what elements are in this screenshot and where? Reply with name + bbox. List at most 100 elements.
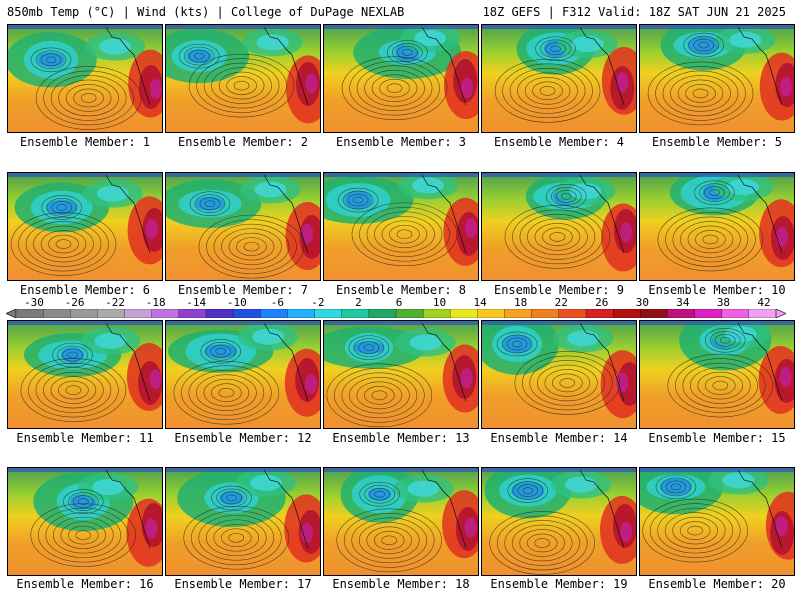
coastline bbox=[263, 322, 309, 402]
colorbar-tick-label: 14 bbox=[473, 296, 487, 309]
coastline bbox=[579, 322, 625, 402]
colorbar-tick-label: 42 bbox=[757, 296, 771, 309]
coastline bbox=[579, 174, 625, 254]
ensemble-member-label: Ensemble Member: 16 bbox=[16, 577, 154, 591]
ensemble-member-map bbox=[323, 320, 479, 429]
ensemble-member-map bbox=[165, 172, 321, 281]
ensemble-member-label: Ensemble Member: 1 bbox=[19, 135, 151, 149]
coastline bbox=[105, 469, 151, 549]
coastline bbox=[737, 469, 783, 549]
coastline bbox=[263, 26, 309, 106]
ensemble-member-label: Ensemble Member: 11 bbox=[16, 431, 154, 445]
colorbar-segment bbox=[260, 309, 288, 318]
colorbar-tick-label: -14 bbox=[186, 296, 207, 309]
colorbar-tick-label: -22 bbox=[105, 296, 126, 309]
ensemble-member-label: Ensemble Member: 3 bbox=[335, 135, 467, 149]
temperature-field bbox=[324, 25, 478, 132]
temperature-field bbox=[640, 468, 794, 575]
colorbar-segment bbox=[42, 309, 71, 318]
coastline bbox=[737, 174, 783, 254]
colorbar-tick-label: 34 bbox=[676, 296, 690, 309]
coastline bbox=[105, 174, 151, 254]
colorbar-segment bbox=[395, 309, 424, 318]
colorbar-segment bbox=[531, 309, 560, 318]
colorbar-tick-label: -2 bbox=[311, 296, 325, 309]
ensemble-member-label: Ensemble Member: 12 bbox=[174, 431, 312, 445]
temperature-colorbar bbox=[6, 309, 786, 318]
coastline bbox=[105, 322, 151, 402]
ensemble-member-map bbox=[7, 24, 163, 133]
temperature-field bbox=[324, 468, 478, 575]
ensemble-member-map bbox=[481, 172, 637, 281]
temperature-field bbox=[166, 173, 320, 280]
ensemble-member-map bbox=[639, 467, 795, 576]
colorbar-tick-label: 6 bbox=[395, 296, 403, 309]
colorbar-tick-label: 30 bbox=[635, 296, 649, 309]
colorbar-segment bbox=[97, 309, 126, 318]
colorbar-min-arrow bbox=[6, 309, 17, 318]
temperature-field bbox=[8, 468, 162, 575]
temperature-field bbox=[482, 25, 636, 132]
coastline bbox=[579, 469, 625, 549]
colorbar-segment bbox=[205, 309, 234, 318]
colorbar-segment bbox=[748, 309, 777, 318]
colorbar-segment bbox=[15, 309, 44, 318]
ensemble-member-label: Ensemble Member: 15 bbox=[648, 431, 786, 445]
temperature-field bbox=[640, 173, 794, 280]
coastline bbox=[579, 26, 625, 106]
colorbar-tick-label: 18 bbox=[514, 296, 528, 309]
ensemble-member-label: Ensemble Member: 6 bbox=[19, 283, 151, 297]
ensemble-member-label: Ensemble Member: 20 bbox=[648, 577, 786, 591]
ensemble-member-label: Ensemble Member: 9 bbox=[493, 283, 625, 297]
colorbar-segment bbox=[721, 309, 750, 318]
ensemble-member-label: Ensemble Member: 2 bbox=[177, 135, 309, 149]
ensemble-member-map bbox=[323, 467, 479, 576]
colorbar-segment bbox=[341, 309, 370, 318]
coastline bbox=[263, 174, 309, 254]
ensemble-member-label: Ensemble Member: 8 bbox=[335, 283, 467, 297]
colorbar-tick-label: -30 bbox=[24, 296, 44, 309]
coastline bbox=[421, 322, 467, 402]
temperature-field bbox=[8, 173, 162, 280]
ensemble-member-map bbox=[165, 24, 321, 133]
header-title: 850mb Temp (°C) | Wind (kts) | College o… bbox=[7, 5, 405, 19]
temperature-field bbox=[166, 25, 320, 132]
ensemble-member-map bbox=[639, 172, 795, 281]
ensemble-member-label: Ensemble Member: 4 bbox=[493, 135, 625, 149]
ensemble-member-label: Ensemble Member: 18 bbox=[332, 577, 470, 591]
ensemble-member-map bbox=[7, 172, 163, 281]
temperature-field bbox=[8, 25, 162, 132]
ensemble-member-map bbox=[7, 320, 163, 429]
ensemble-member-label: Ensemble Member: 10 bbox=[648, 283, 786, 297]
colorbar-segment bbox=[124, 309, 153, 318]
ensemble-member-map bbox=[481, 24, 637, 133]
colorbar-segment bbox=[450, 309, 478, 318]
colorbar-segment bbox=[314, 309, 343, 318]
ensemble-member-map bbox=[323, 172, 479, 281]
coastline bbox=[421, 174, 467, 254]
coastline bbox=[421, 469, 467, 549]
colorbar-segment bbox=[232, 309, 261, 318]
temperature-field bbox=[166, 468, 320, 575]
temperature-field bbox=[324, 173, 478, 280]
colorbar-segment bbox=[287, 309, 316, 318]
colorbar-segment bbox=[477, 309, 506, 318]
colorbar-segment bbox=[612, 309, 641, 318]
colorbar-tick-label: -26 bbox=[64, 296, 85, 309]
colorbar-tick-label: 2 bbox=[355, 296, 362, 309]
colorbar-tick-label: 10 bbox=[432, 296, 447, 309]
colorbar-max-arrow bbox=[775, 309, 786, 318]
ensemble-member-map bbox=[323, 24, 479, 133]
temperature-field bbox=[482, 173, 636, 280]
ensemble-member-label: Ensemble Member: 7 bbox=[177, 283, 309, 297]
temperature-field bbox=[166, 321, 320, 428]
coastline bbox=[737, 26, 783, 106]
ensemble-member-map bbox=[481, 467, 637, 576]
colorbar-tick-label: -6 bbox=[270, 296, 284, 309]
colorbar-segment bbox=[640, 309, 668, 318]
colorbar-tick-label: 22 bbox=[554, 296, 568, 309]
temperature-field bbox=[482, 321, 636, 428]
colorbar-segment bbox=[558, 309, 587, 318]
ensemble-member-label: Ensemble Member: 17 bbox=[174, 577, 312, 591]
